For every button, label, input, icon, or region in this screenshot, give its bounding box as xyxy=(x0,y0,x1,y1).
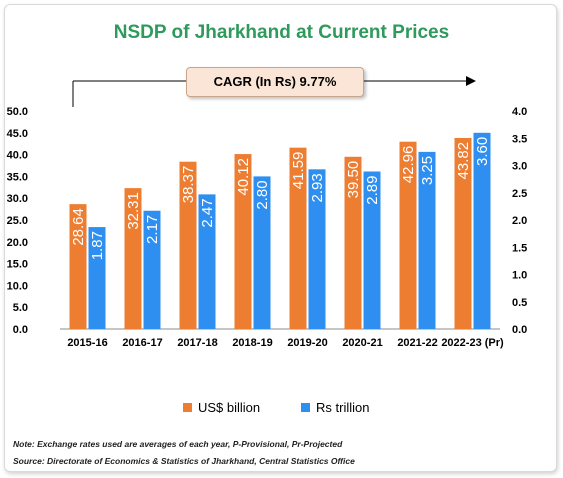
bar-usd-value-label: 32.31 xyxy=(125,192,142,230)
bar-usd xyxy=(289,147,307,329)
bar-usd-value-label: 39.50 xyxy=(345,161,362,199)
legend-swatch-rs xyxy=(301,403,310,412)
x-axis-category-label: 2015-16 xyxy=(67,337,107,349)
left-axis-tick-label: 20.0 xyxy=(7,237,28,249)
x-axis-category-label: 2018-19 xyxy=(232,337,272,349)
bar-rs-value-label: 3.60 xyxy=(474,137,491,166)
bar-rs-value-label: 2.17 xyxy=(144,215,161,244)
bar-usd-value-label: 42.96 xyxy=(400,146,417,184)
bar-usd xyxy=(454,137,472,329)
x-axis-category-label: 2019-20 xyxy=(287,337,327,349)
legend-label-usd: US$ billion xyxy=(198,400,261,415)
right-axis-tick-label: 0.5 xyxy=(512,297,527,309)
left-axis-tick-label: 15.0 xyxy=(7,259,28,271)
bar-rs-value-label: 1.87 xyxy=(89,231,106,260)
bar-usd xyxy=(124,188,142,329)
bar-usd-value-label: 28.64 xyxy=(70,208,87,246)
bar-rs-value-label: 2.47 xyxy=(199,198,216,227)
left-axis-tick-label: 25.0 xyxy=(7,215,28,227)
x-axis-category-label: 2016-17 xyxy=(122,337,162,349)
bar-rs xyxy=(473,132,491,329)
bar-rs-value-label: 3.25 xyxy=(419,156,436,185)
left-axis-tick-label: 10.0 xyxy=(7,280,28,292)
bar-usd xyxy=(344,156,362,329)
footnote-exchange-rates: Note: Exchange rates used are averages o… xyxy=(13,439,343,449)
bar-rs-value-label: 2.93 xyxy=(309,173,326,202)
left-axis-tick-label: 0.0 xyxy=(13,324,28,336)
right-axis-tick-label: 2.0 xyxy=(512,215,527,227)
right-axis-tick-label: 2.5 xyxy=(512,188,527,200)
left-axis-tick-label: 5.0 xyxy=(13,302,28,314)
bar-usd-value-label: 40.12 xyxy=(235,158,252,196)
left-axis-tick-label: 50.0 xyxy=(7,106,28,118)
legend-swatch-usd xyxy=(183,403,192,412)
right-axis-tick-label: 1.5 xyxy=(512,242,527,254)
bar-rs xyxy=(308,169,326,329)
bar-rs xyxy=(253,176,271,329)
bar-rs xyxy=(143,210,161,329)
bar-usd xyxy=(234,154,252,329)
left-axis-tick-label: 40.0 xyxy=(7,150,28,162)
bar-usd-value-label: 43.82 xyxy=(455,142,472,180)
bar-usd xyxy=(179,161,197,329)
x-axis-category-label: 2017-18 xyxy=(177,337,217,349)
right-axis-tick-label: 3.5 xyxy=(512,133,527,145)
right-axis-tick-label: 0.0 xyxy=(512,324,527,336)
bar-rs xyxy=(88,227,106,329)
bar-usd-value-label: 38.37 xyxy=(180,166,197,204)
left-axis-tick-label: 35.0 xyxy=(7,171,28,183)
bar-rs-value-label: 2.80 xyxy=(254,180,271,209)
bar-usd xyxy=(399,141,417,329)
cagr-callout: CAGR (In Rs) 9.77% xyxy=(186,67,364,97)
footnote-source: Source: Directorate of Economics & Stati… xyxy=(13,456,355,466)
x-axis-category-label: 2022-23 (Pr) xyxy=(441,337,504,349)
left-axis-tick-label: 45.0 xyxy=(7,128,28,140)
bar-rs xyxy=(198,194,216,329)
bar-rs xyxy=(363,171,381,329)
right-axis-tick-label: 3.0 xyxy=(512,161,527,173)
bar-rs xyxy=(418,151,436,329)
right-axis-tick-label: 1.0 xyxy=(512,270,527,282)
x-axis-category-label: 2020-21 xyxy=(342,337,382,349)
legend-item-usd: US$ billion xyxy=(183,400,260,415)
x-axis-category-label: 2021-22 xyxy=(397,337,437,349)
left-axis-tick-label: 30.0 xyxy=(7,193,28,205)
right-axis-tick-label: 4.0 xyxy=(512,106,527,118)
legend-label-rs: Rs trillion xyxy=(316,400,370,415)
legend-item-rs: Rs trillion xyxy=(301,400,369,415)
bar-usd xyxy=(69,204,87,329)
bar-usd-value-label: 41.59 xyxy=(290,152,307,190)
bar-rs-value-label: 2.89 xyxy=(364,175,381,204)
cagr-arrow-head xyxy=(466,76,476,86)
chart-title: NSDP of Jharkhand at Current Prices xyxy=(113,22,450,43)
